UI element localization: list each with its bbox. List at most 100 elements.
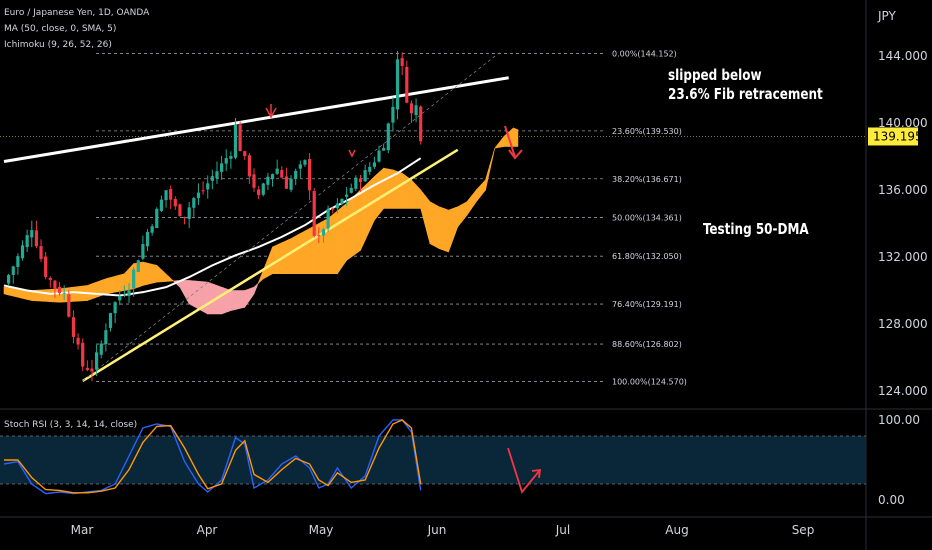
x-tick-label: Sep: [792, 523, 815, 537]
candle-body: [11, 266, 15, 275]
candle-body: [252, 174, 256, 188]
last-price-value: 139.195: [873, 129, 923, 143]
candle-body: [127, 290, 131, 297]
y-tick-label: 124.000: [878, 384, 928, 398]
ichimoku-cloud-segment: [112, 275, 116, 293]
ichimoku-cloud-segment: [274, 244, 278, 275]
ichimoku-cloud-segment: [288, 238, 292, 275]
resistance-trendline: [3, 76, 509, 164]
candle-body: [16, 256, 20, 267]
down-arrow-icon: [348, 149, 356, 158]
ichimoku-cloud-segment: [77, 285, 81, 302]
candle-body: [363, 170, 367, 182]
candle-body: [400, 58, 404, 66]
ichimoku-cloud-segment: [471, 192, 475, 210]
candle-body: [196, 192, 201, 199]
down-arrow-icon: [504, 125, 523, 160]
ichimoku-cloud-segment: [374, 173, 378, 222]
candle-body: [317, 235, 321, 237]
ichimoku-cloud-segment: [140, 261, 144, 287]
fib-level-label: 23.60%(139.530): [612, 127, 682, 136]
candle-body: [145, 231, 150, 247]
ichimoku-cloud-segment: [258, 276, 262, 284]
candle-body: [99, 343, 103, 355]
support-trendline: [82, 148, 459, 383]
ichimoku-cloud-segment: [207, 281, 211, 315]
ichimoku-cloud-segment: [110, 276, 114, 294]
ichimoku-cloud-segment: [251, 286, 255, 299]
candle-body: [57, 286, 62, 294]
ichimoku-cloud-segment: [434, 203, 438, 248]
ichimoku-cloud-segment: [117, 274, 121, 293]
ichimoku-cloud-segment: [492, 148, 496, 159]
ichimoku-cloud-segment: [512, 127, 516, 147]
candle-body: [238, 124, 242, 152]
currency-label: JPY: [877, 9, 897, 23]
ichimoku-cloud-segment: [147, 262, 151, 285]
ichimoku-cloud-segment: [457, 204, 461, 228]
fib-level-label: 0.00%(144.152): [612, 49, 677, 58]
candle-body: [275, 168, 279, 174]
candle-body: [141, 244, 145, 259]
candle-body: [386, 123, 390, 151]
ichimoku-cloud-segment: [149, 263, 153, 285]
ichimoku-cloud-segment: [397, 171, 401, 209]
candle-body: [53, 280, 57, 289]
ichimoku-cloud-segment: [496, 141, 500, 149]
ichimoku-cloud-segment: [142, 261, 146, 286]
legend-symbol[interactable]: Euro / Japanese Yen, 1D, OANDA: [4, 8, 150, 18]
ichimoku-cloud-segment: [286, 239, 290, 275]
x-tick-label: Mar: [71, 523, 94, 537]
candle-body: [233, 124, 238, 158]
ichimoku-cloud-segment: [237, 290, 241, 310]
ichimoku-cloud-segment: [499, 138, 503, 148]
legend-ichimoku[interactable]: Ichimoku (9, 26, 52, 26): [4, 40, 112, 50]
ichimoku-cloud-segment: [230, 290, 234, 311]
ichimoku-cloud-segment: [8, 287, 12, 296]
candle-body: [192, 198, 196, 208]
ichimoku-cloud-segment: [503, 133, 507, 147]
legend-ma[interactable]: MA (50, close, 0, SMA, 5): [4, 24, 117, 34]
ichimoku-cloud-segment: [330, 214, 334, 275]
ichimoku-cloud-segment: [114, 275, 118, 293]
ichimoku-cloud-segment: [501, 135, 505, 148]
ichimoku-cloud-segment: [290, 236, 294, 275]
candle-body: [48, 277, 52, 280]
candle-body: [7, 274, 11, 284]
ichimoku-cloud-segment: [239, 290, 243, 309]
candle-body: [173, 199, 177, 207]
ichimoku-cloud-segment: [179, 280, 183, 292]
ichimoku-cloud-segment: [246, 288, 250, 305]
ichimoku-cloud-segment: [107, 277, 111, 294]
fib-level-label: 50.00%(134.361): [612, 213, 682, 222]
candle-body: [118, 295, 122, 301]
fib-diagonal-guide: [82, 52, 500, 382]
ichimoku-cloud-segment: [362, 184, 366, 246]
candle-body: [206, 183, 210, 190]
ichimoku-cloud-segment: [438, 206, 442, 250]
ichimoku-cloud-segment: [202, 281, 206, 314]
ichimoku-cloud-segment: [489, 155, 493, 170]
ma50-line: [3, 157, 422, 297]
ichimoku-cloud-segment: [355, 191, 359, 255]
ichimoku-cloud-segment: [218, 285, 222, 315]
candle-body: [132, 269, 136, 289]
ichimoku-cloud-segment: [469, 194, 472, 213]
legend-stoch-rsi[interactable]: Stoch RSI (3, 3, 14, 14, close): [4, 420, 138, 430]
candle-body: [90, 368, 94, 372]
ichimoku-cloud-segment: [452, 207, 456, 240]
ichimoku-cloud-segment: [244, 289, 248, 309]
candle-body: [67, 294, 71, 317]
ichimoku-cloud-segment: [332, 212, 336, 275]
ichimoku-cloud-segment: [198, 280, 202, 311]
ichimoku-cloud-segment: [232, 290, 236, 311]
ichimoku-cloud-segment: [297, 233, 301, 275]
candle-body: [108, 312, 113, 328]
ichimoku-cloud-segment: [350, 195, 354, 258]
ichimoku-cloud-segment: [515, 128, 519, 147]
ichimoku-cloud-segment: [309, 226, 313, 275]
annotation-dma: Testing 50-DMA: [703, 220, 809, 238]
candle-body: [349, 187, 353, 193]
ichimoku-cloud-segment: [151, 263, 155, 284]
